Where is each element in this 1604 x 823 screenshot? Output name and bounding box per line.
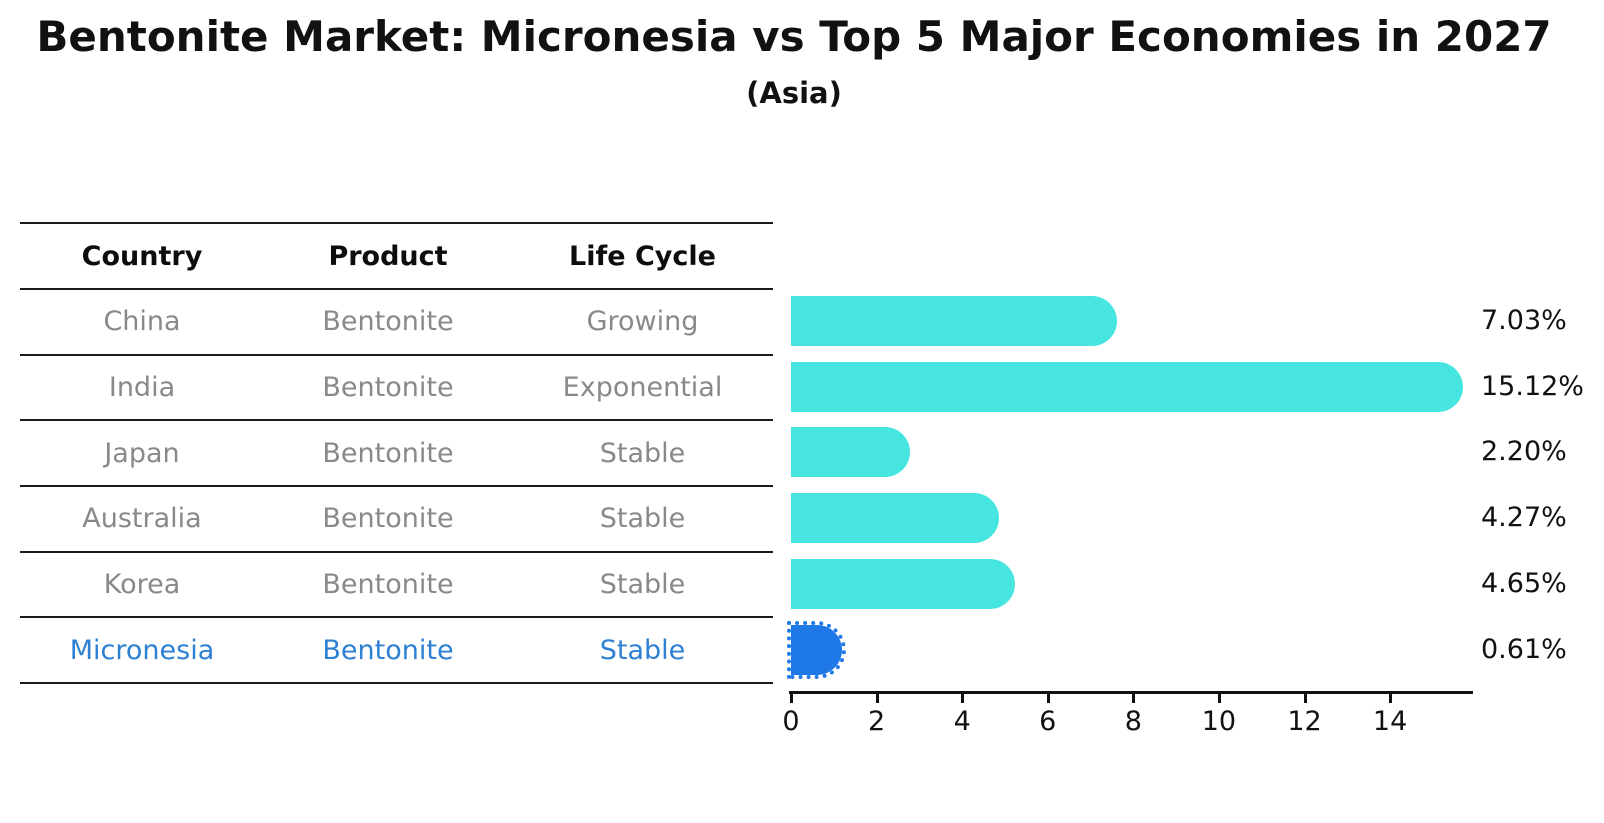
x-tick-label-2: 2 — [867, 706, 886, 737]
table-row-india: India Bentonite Exponential — [20, 356, 773, 422]
x-tick-mark-0 — [790, 694, 793, 703]
bar-chart: 7.03% 15.12% 2.20% 4.27% 4.65% 0.61% 0 2 4 6 8 10 1… — [782, 222, 1604, 782]
column-header-lifecycle: Life Cycle — [569, 240, 716, 272]
product-cell-australia: Bentonite — [322, 503, 454, 535]
lifecycle-cell-korea: Stable — [599, 569, 686, 601]
product-cell-india: Bentonite — [322, 372, 454, 404]
x-tick-mark-8 — [1132, 694, 1136, 703]
lifecycle-cell-australia: Stable — [599, 503, 686, 535]
bar-australia — [791, 493, 999, 544]
country-cell-australia: Australia — [82, 503, 202, 535]
value-label-micronesia: 0.61% — [1481, 633, 1567, 665]
bar-micronesia — [786, 620, 847, 679]
x-tick-mark-6 — [1046, 694, 1050, 703]
country-table: Country Product Life Cycle China Bentonit… — [20, 222, 773, 685]
table-header-row: Country Product Life Cycle — [20, 222, 773, 290]
lifecycle-cell-japan: Stable — [599, 437, 686, 469]
column-header-product: Product — [328, 240, 448, 272]
bar-korea — [791, 558, 1015, 609]
x-tick-label-12: 12 — [1287, 706, 1322, 737]
x-axis-line — [789, 691, 1473, 694]
bar-china — [791, 296, 1117, 346]
country-cell-india: India — [108, 372, 176, 404]
value-label-china: 7.03% — [1481, 305, 1567, 336]
x-tick-mark-4 — [961, 694, 965, 703]
lifecycle-cell-micronesia: Stable — [599, 634, 686, 666]
x-tick-label-6: 6 — [1039, 706, 1057, 737]
x-tick-label-14: 14 — [1372, 706, 1408, 737]
product-cell-korea: Bentonite — [322, 569, 454, 601]
product-cell-micronesia: Bentonite — [322, 634, 454, 666]
value-label-japan: 2.20% — [1481, 436, 1567, 468]
x-tick-label-4: 4 — [953, 706, 971, 737]
value-label-india: 15.12% — [1481, 370, 1584, 402]
x-tick-mark-10 — [1217, 694, 1221, 703]
x-tick-mark-14 — [1389, 694, 1393, 703]
bar-japan — [791, 427, 911, 478]
table-body: China Bentonite Growing India Bentonite Expon… — [20, 290, 773, 685]
product-cell-china: Bentonite — [322, 306, 454, 338]
table-row-micronesia: Micronesia Bentonite Stable — [20, 618, 773, 685]
country-cell-korea: Korea — [103, 569, 181, 601]
x-tick-label-0: 0 — [782, 706, 800, 737]
value-label-korea: 4.65% — [1481, 567, 1567, 599]
country-cell-china: China — [103, 306, 181, 338]
x-tick-mark-12 — [1303, 694, 1307, 703]
bar-india — [791, 361, 1464, 412]
product-cell-japan: Bentonite — [322, 437, 454, 469]
x-tick-label-8: 8 — [1124, 706, 1142, 737]
country-cell-japan: Japan — [104, 437, 180, 469]
country-cell-micronesia: Micronesia — [69, 634, 215, 666]
table-row-korea: Korea Bentonite Stable — [20, 553, 773, 619]
table-row-japan: Japan Bentonite Stable — [20, 421, 773, 488]
lifecycle-cell-china: Growing — [586, 306, 699, 338]
lifecycle-cell-india: Exponential — [562, 372, 723, 404]
chart-title: Bentonite Market: Micronesia vs Top 5 Ma… — [36, 12, 1552, 61]
chart-subtitle: (Asia) — [746, 76, 842, 110]
x-tick-label-10: 10 — [1201, 706, 1237, 737]
value-label-australia: 4.27% — [1481, 502, 1567, 534]
table-row-china: China Bentonite Growing — [20, 290, 773, 356]
column-header-country: Country — [81, 240, 203, 272]
x-tick-mark-2 — [875, 694, 879, 703]
table-row-australia: Australia Bentonite Stable — [20, 487, 773, 553]
